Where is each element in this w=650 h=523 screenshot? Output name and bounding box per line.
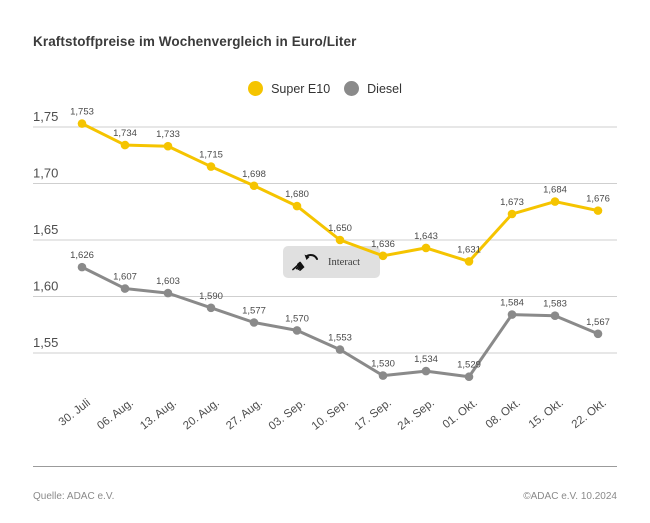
data-point <box>550 311 560 321</box>
data-point <box>593 206 603 215</box>
data-point-label: 1,583 <box>543 299 567 310</box>
pointer-gesture-icon: ☚ <box>288 250 319 280</box>
data-point <box>507 310 517 319</box>
chart-legend: Super E10 Diesel <box>0 81 650 96</box>
x-tick-label: 17. Sep. <box>353 397 394 433</box>
data-point-label: 1,715 <box>199 150 223 161</box>
data-point-label: 1,643 <box>414 231 438 242</box>
data-point-label: 1,529 <box>457 360 481 371</box>
data-point-label: 1,530 <box>371 359 395 370</box>
data-point <box>507 209 517 219</box>
legend-item-super-e10: Super E10 <box>248 81 330 96</box>
data-point <box>163 288 173 298</box>
data-point <box>421 366 431 376</box>
data-point-label: 1,577 <box>242 305 266 316</box>
data-point <box>249 318 259 327</box>
interact-button[interactable]: ☚ Interact <box>283 246 380 280</box>
data-point-label: 1,570 <box>285 313 309 324</box>
data-point-label: 1,631 <box>457 244 481 255</box>
data-point-label: 1,680 <box>285 189 309 200</box>
y-tick-label: 1,60 <box>33 279 58 294</box>
data-point-label: 1,584 <box>500 298 524 309</box>
data-point <box>206 303 216 313</box>
x-tick-label: 10. Sep. <box>310 397 351 433</box>
x-tick-label: 27. Aug. <box>224 397 265 432</box>
x-tick-label: 15. Okt. <box>527 397 566 431</box>
data-point <box>120 284 130 293</box>
y-tick-label: 1,65 <box>33 222 58 237</box>
data-point <box>593 329 603 339</box>
chart-title: Kraftstoffpreise im Wochenvergleich in E… <box>33 34 357 49</box>
legend-label-diesel: Diesel <box>367 81 402 96</box>
data-point-label: 1,626 <box>70 250 94 261</box>
data-point <box>206 162 216 171</box>
data-point <box>335 345 345 354</box>
x-tick-label: 08. Okt. <box>484 397 523 431</box>
x-tick-label: 13. Aug. <box>138 397 179 432</box>
data-point-label: 1,676 <box>586 194 610 205</box>
data-point-label: 1,698 <box>242 169 266 180</box>
legend-item-diesel: Diesel <box>344 81 402 96</box>
data-point-label: 1,607 <box>113 272 137 283</box>
x-tick-label: 03. Sep. <box>267 397 308 433</box>
data-point-label: 1,553 <box>328 333 352 344</box>
legend-label-super-e10: Super E10 <box>271 81 331 96</box>
data-point-label: 1,603 <box>156 276 180 287</box>
footer-source: Quelle: ADAC e.V. <box>33 491 115 502</box>
data-point-label: 1,567 <box>586 317 610 328</box>
y-tick-label: 1,75 <box>33 109 58 124</box>
diesel-dot-icon <box>344 81 360 96</box>
data-point <box>464 257 474 266</box>
footer-copyright: ©ADAC e.V. 10.2024 <box>523 491 617 502</box>
data-point <box>335 235 345 245</box>
data-point <box>550 197 560 206</box>
data-point <box>292 326 302 335</box>
series-line-super-e10 <box>80 122 600 263</box>
series-line-diesel <box>80 265 600 379</box>
data-point <box>292 201 302 211</box>
data-point <box>464 372 474 382</box>
x-tick-label: 20. Aug. <box>181 397 222 432</box>
data-point-label: 1,673 <box>500 197 524 208</box>
y-tick-label: 1,70 <box>33 166 58 181</box>
x-tick-label: 06. Aug. <box>95 397 136 432</box>
x-tick-label: 30. Juli <box>57 397 93 429</box>
data-point-label: 1,734 <box>113 128 137 139</box>
x-tick-label: 24. Sep. <box>396 397 437 433</box>
data-point <box>421 243 431 253</box>
data-point <box>163 141 173 151</box>
y-tick-label: 1,55 <box>33 335 58 350</box>
data-point-label: 1,684 <box>543 185 567 196</box>
data-point <box>378 371 388 380</box>
data-point-label: 1,753 <box>70 107 94 118</box>
x-tick-label: 01. Okt. <box>441 397 480 431</box>
data-point <box>77 119 87 128</box>
interact-label: Interact <box>328 256 361 268</box>
data-point <box>249 181 259 191</box>
data-point-label: 1,534 <box>414 354 438 365</box>
data-point <box>120 140 130 150</box>
footer-divider <box>33 466 617 467</box>
super-e10-dot-icon <box>248 81 264 96</box>
data-point-label: 1,733 <box>156 129 180 140</box>
data-point <box>77 262 87 272</box>
data-point-label: 1,590 <box>199 291 223 302</box>
x-tick-label: 22. Okt. <box>570 397 609 431</box>
data-point-label: 1,650 <box>328 223 352 234</box>
